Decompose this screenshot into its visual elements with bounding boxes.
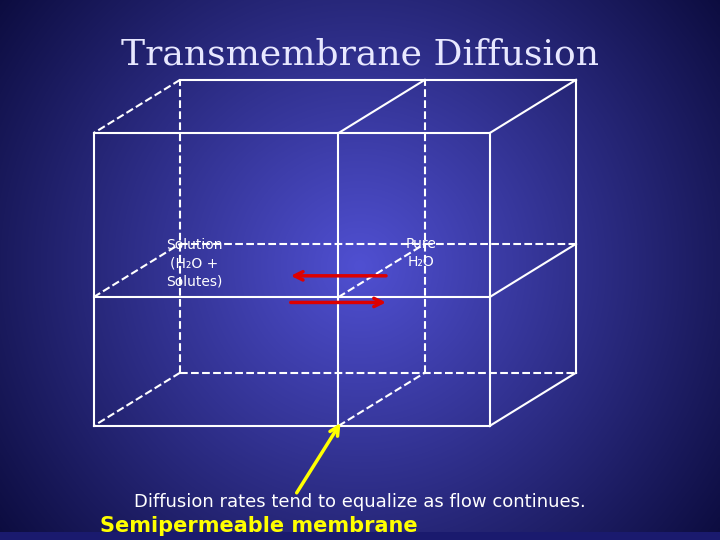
Text: Solution
(H₂O +
Solutes): Solution (H₂O + Solutes) <box>166 238 222 289</box>
Text: Transmembrane Diffusion: Transmembrane Diffusion <box>121 37 599 71</box>
Text: Diffusion rates tend to equalize as flow continues.: Diffusion rates tend to equalize as flow… <box>134 493 586 511</box>
Text: Semipermeable membrane: Semipermeable membrane <box>100 516 418 537</box>
Text: Pure
H₂O: Pure H₂O <box>406 237 436 269</box>
